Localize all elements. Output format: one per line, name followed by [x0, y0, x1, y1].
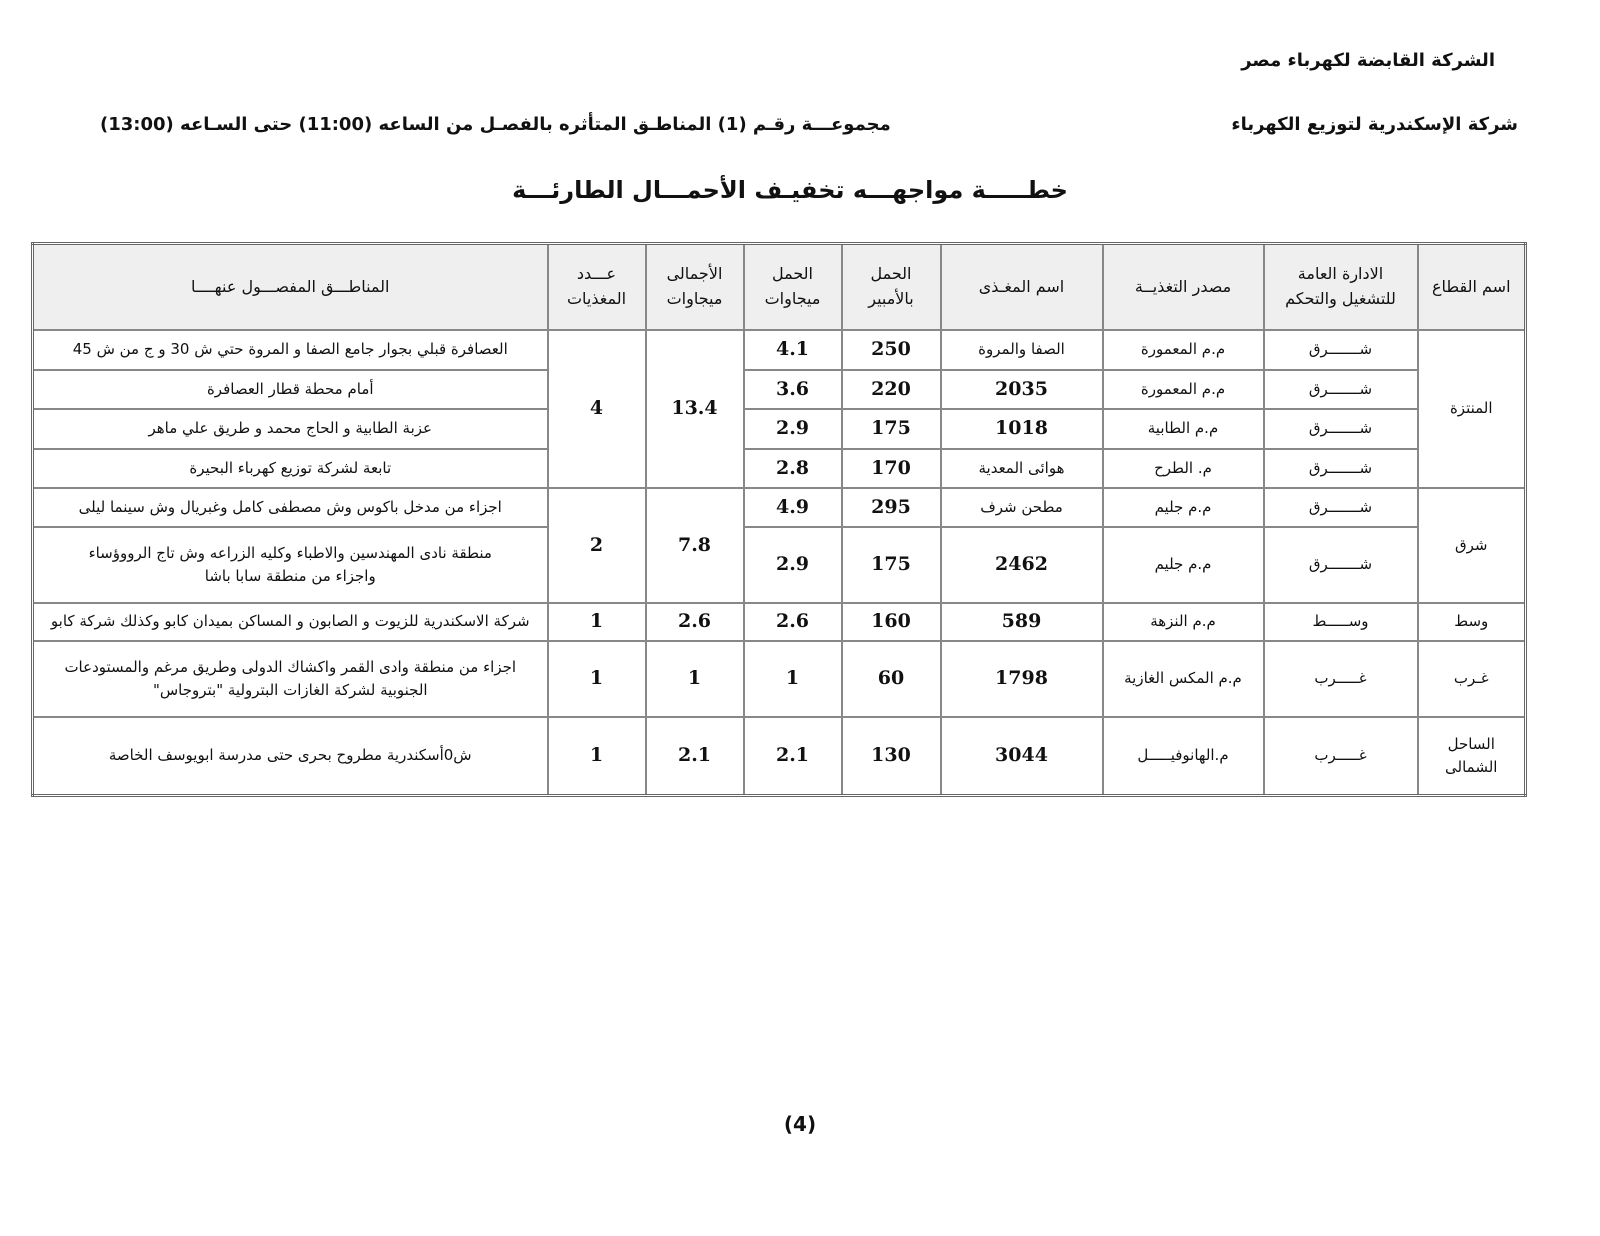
- document-title: خطـــــة مواجهـــه تخفيـف الأحمـــال الط…: [512, 176, 1068, 204]
- feeder-count-cell: 4: [546, 329, 647, 489]
- feeder-cell: 3044: [939, 716, 1104, 796]
- feeder-cell: 1018: [939, 408, 1104, 450]
- mw-cell: 2.8: [742, 448, 843, 489]
- source-cell: م.م المكس الغازية: [1101, 640, 1265, 718]
- admin-cell: شـــــــرق: [1262, 487, 1419, 528]
- column-header-areas: المناطـــق المفصـــول عنهــــا: [31, 242, 549, 331]
- amps-cell: 160: [840, 602, 942, 642]
- total-mw-cell: 2.1: [644, 716, 745, 796]
- amps-cell: 60: [840, 640, 942, 718]
- table-row: شـــــــرق م. الطرح هوائى المعدية 170 2.8 تاب…: [31, 448, 1526, 489]
- amps-cell: 170: [840, 448, 942, 489]
- sector-cell: المنتزة: [1416, 329, 1527, 489]
- table-row: المنتزة شـــــــرق م.م المعمورة الصفا والمر…: [31, 329, 1527, 489]
- source-cell: م.م النزهة: [1101, 602, 1265, 642]
- areas-cell: شركة الاسكندرية للزيوت و الصابون و المسا…: [31, 602, 549, 642]
- mw-cell: 1: [742, 640, 843, 718]
- sector-cell: شرق: [1416, 487, 1527, 604]
- mw-cell: 2.6: [742, 602, 843, 642]
- admin-cell: غـــــرب: [1262, 716, 1419, 796]
- admin-cell: وســـــط: [1262, 602, 1419, 642]
- mw-cell: 2.9: [742, 526, 843, 604]
- areas-cell: أمام محطة قطار العصافرة: [31, 369, 549, 410]
- mw-cell: 2.1: [742, 716, 843, 796]
- admin-cell: شـــــــرق: [1262, 329, 1419, 371]
- table-row: شـــــــرق م.م المعمورة 2035 220 3.6 أمام محط…: [31, 369, 1526, 410]
- source-cell: م.م الطابية: [1101, 408, 1265, 450]
- table-row: غـرب غـــــرب م.م المكس الغازية 1798 60 1 1 1 اج…: [31, 640, 1527, 718]
- feeder-cell: 2035: [939, 369, 1104, 410]
- areas-cell: العصافرة قبلي بجوار جامع الصفا و المروة …: [31, 329, 549, 371]
- column-header-mw: الحمل ميجاوات: [742, 242, 843, 331]
- source-cell: م. الطرح: [1101, 448, 1265, 489]
- mw-cell: 2.9: [742, 408, 843, 450]
- total-mw-cell: 2.6: [644, 602, 745, 642]
- total-mw-cell: 1: [644, 640, 745, 718]
- subsidiary-name: شركة الإسكندرية لتوزيع الكهرباء: [1231, 114, 1518, 135]
- table-row: شـــــــرق م.م جليم 2462 175 2.9 منطقة نادى ا…: [31, 526, 1526, 604]
- column-header-count: عـــدد المغذيات: [546, 242, 647, 331]
- source-cell: م.م جليم: [1101, 487, 1265, 528]
- areas-cell: تابعة لشركة توزيع كهرباء البحيرة: [31, 448, 549, 489]
- column-header-total: الأجمالى ميجاوات: [644, 242, 745, 331]
- feeder-count-cell: 1: [546, 602, 647, 642]
- source-cell: م.م جليم: [1101, 526, 1265, 604]
- sector-cell: وسط: [1416, 602, 1527, 642]
- areas-cell: عزبة الطابية و الحاج محمد و طريق علي ماه…: [31, 408, 549, 450]
- total-mw-cell: 13.4: [644, 329, 745, 489]
- source-cell: م.م المعمورة: [1101, 329, 1265, 371]
- areas-cell: اجزاء من منطقة وادى القمر واكشاك الدولى …: [31, 640, 549, 718]
- table-row: وسط وســـــط م.م النزهة 589 160 2.6 2.6 1 شركة ا…: [31, 602, 1527, 642]
- admin-cell: غـــــرب: [1262, 640, 1419, 718]
- admin-cell: شـــــــرق: [1262, 448, 1419, 489]
- column-header-admin: الادارة العامة للتشغيل والتحكم: [1262, 242, 1419, 331]
- table-row: الساحل الشمالى غـــــرب م.الهانوفيـــــل 30…: [31, 716, 1527, 796]
- table-row: شرق شـــــــرق م.م جليم مطحن شرف 295 4.9 7.8 2 ا…: [31, 487, 1527, 604]
- mw-cell: 4.1: [742, 329, 843, 371]
- page-number: (4): [783, 1112, 817, 1136]
- feeder-cell: مطحن شرف: [939, 487, 1104, 528]
- mw-cell: 4.9: [742, 487, 843, 528]
- feeder-count-cell: 2: [546, 487, 647, 604]
- group-schedule-line: مجموعـــة رقـم (1) المناطـق المتأثره بال…: [100, 114, 891, 135]
- amps-cell: 175: [840, 408, 942, 450]
- admin-cell: شـــــــرق: [1262, 526, 1419, 604]
- table-row: شـــــــرق م.م الطابية 1018 175 2.9 عزبة الطا…: [31, 408, 1526, 450]
- areas-cell: منطقة نادى المهندسين والاطباء وكليه الزر…: [31, 526, 549, 604]
- amps-cell: 175: [840, 526, 942, 604]
- load-shedding-table: اسم القطاع الادارة العامة للتشغيل والتحكم…: [31, 242, 1527, 797]
- admin-cell: شـــــــرق: [1262, 369, 1419, 410]
- feeder-cell: الصفا والمروة: [939, 329, 1104, 371]
- total-mw-cell: 7.8: [644, 487, 745, 604]
- feeder-cell: 589: [939, 602, 1104, 642]
- column-header-source: مصدر التغذيــة: [1101, 242, 1265, 331]
- source-cell: م.م المعمورة: [1101, 369, 1265, 410]
- feeder-cell: هوائى المعدية: [939, 448, 1104, 489]
- sector-cell: غـرب: [1416, 640, 1527, 718]
- feeder-count-cell: 1: [546, 716, 647, 796]
- column-header-feeder: اسم المغـذى: [939, 242, 1104, 331]
- admin-cell: شـــــــرق: [1262, 408, 1419, 450]
- areas-cell: اجزاء من مدخل باكوس وش مصطفى كامل وغبريا…: [31, 487, 549, 528]
- feeder-cell: 1798: [939, 640, 1104, 718]
- feeder-cell: 2462: [939, 526, 1104, 604]
- amps-cell: 295: [840, 487, 942, 528]
- amps-cell: 250: [840, 329, 942, 371]
- source-cell: م.الهانوفيـــــل: [1101, 716, 1265, 796]
- feeder-count-cell: 1: [546, 640, 647, 718]
- amps-cell: 220: [840, 369, 942, 410]
- sector-cell: الساحل الشمالى: [1416, 716, 1527, 796]
- column-header-amps: الحمل بالأمبير: [840, 242, 942, 331]
- amps-cell: 130: [840, 716, 942, 796]
- table-header-row: اسم القطاع الادارة العامة للتشغيل والتحكم…: [31, 242, 1527, 331]
- mw-cell: 3.6: [742, 369, 843, 410]
- areas-cell: ش0أسكندرية مطروح بحرى حتى مدرسة ابويوسف …: [31, 716, 549, 796]
- column-header-sector: اسم القطاع: [1416, 242, 1527, 331]
- company-name: الشركة القابضة لكهرباء مصر: [1241, 50, 1495, 71]
